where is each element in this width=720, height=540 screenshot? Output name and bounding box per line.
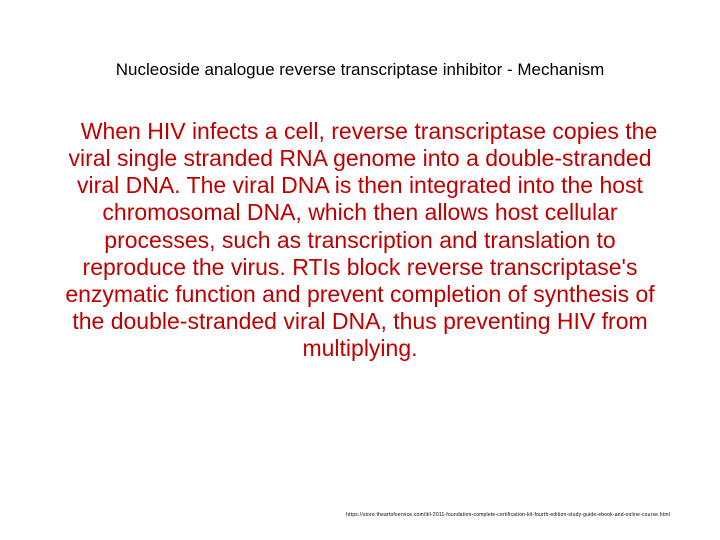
- slide-container: Nucleoside analogue reverse transcriptas…: [0, 0, 720, 540]
- footer-url: https://store.theartofservice.com/itil-2…: [346, 512, 670, 518]
- body-content: When HIV infects a cell, reverse transcr…: [65, 118, 657, 361]
- slide-body-text: 1When HIV infects a cell, reverse transc…: [50, 118, 670, 362]
- slide-title: Nucleoside analogue reverse transcriptas…: [50, 60, 670, 80]
